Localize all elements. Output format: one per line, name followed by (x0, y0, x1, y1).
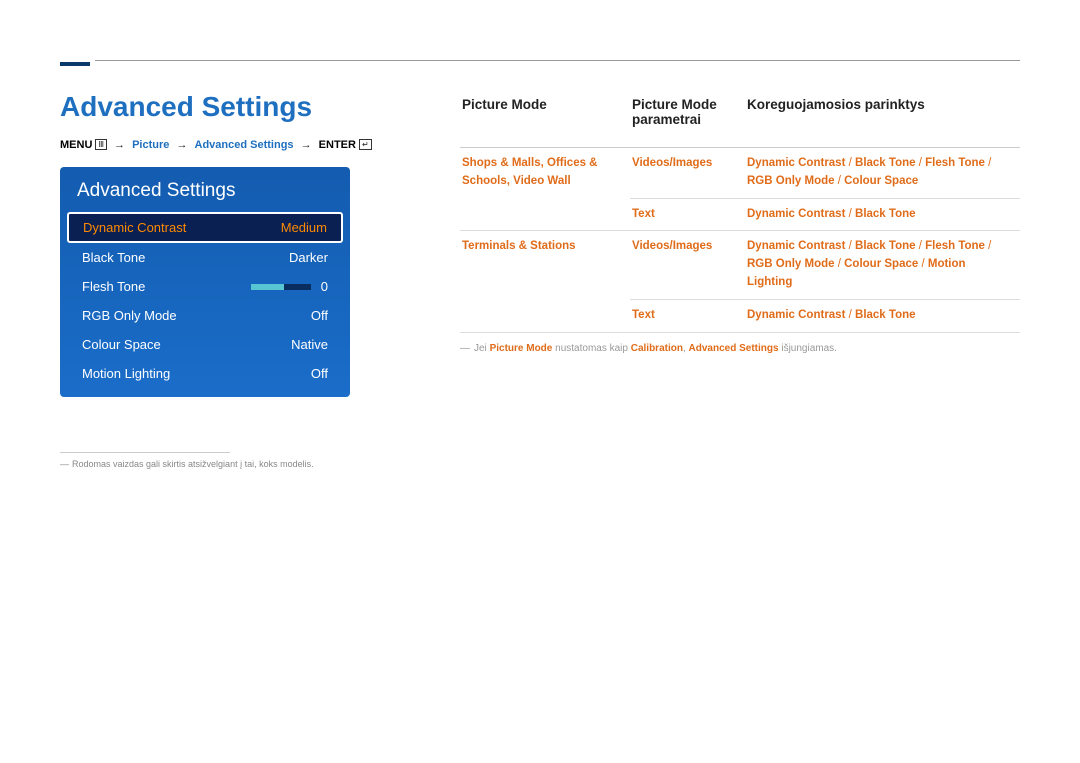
footnote-left: Rodomas vaizdas gali skirtis atsižvelgia… (60, 459, 405, 469)
opt: Black Tone (855, 208, 916, 220)
panel-title: Advanced Settings (63, 170, 347, 210)
note-text: nustatomas kaip (552, 343, 630, 354)
row-value: Darker (289, 250, 328, 265)
enter-icon: ↵ (359, 139, 372, 150)
opt: Flesh Tone (925, 157, 985, 169)
param-videos: Videos/Images (632, 240, 712, 252)
row-value: Native (291, 337, 328, 352)
arrow-icon: → (176, 139, 187, 151)
opt: Black Tone (855, 240, 916, 252)
row-label: Black Tone (82, 250, 145, 265)
opt: Colour Space (844, 175, 918, 187)
note-bold: Calibration (631, 343, 683, 354)
settings-panel: Advanced Settings Dynamic Contrast Mediu… (60, 167, 350, 397)
opt: Colour Space (844, 258, 918, 270)
row-rgb-only[interactable]: RGB Only Mode Off (66, 301, 344, 330)
row-label: RGB Only Mode (82, 308, 177, 323)
row-value: 0 (321, 279, 328, 294)
arrow-icon: → (114, 139, 125, 151)
page-title: Advanced Settings (60, 91, 405, 123)
param-text: Text (632, 208, 655, 220)
th-picture-mode: Picture Mode (460, 91, 630, 148)
param-videos: Videos/Images (632, 157, 712, 169)
options-table: Picture Mode Picture Mode parametrai Kor… (460, 91, 1020, 333)
opt: RGB Only Mode (747, 175, 835, 187)
opt: Flesh Tone (925, 240, 985, 252)
opt: Dynamic Contrast (747, 208, 845, 220)
section-marker (60, 62, 90, 66)
row-value: Off (311, 308, 328, 323)
note-bold: Advanced Settings (689, 343, 779, 354)
row-label: Flesh Tone (82, 279, 145, 294)
note-text: išjungiamas. (779, 343, 837, 354)
row-dynamic-contrast[interactable]: Dynamic Contrast Medium (67, 212, 343, 243)
opt: Dynamic Contrast (747, 157, 845, 169)
note-bold: Picture Mode (490, 343, 553, 354)
mode-shops: Shops & Malls (462, 157, 541, 169)
table-row: Shops & Malls, Offices & Schools, Video … (460, 148, 1020, 199)
row-flesh-tone[interactable]: Flesh Tone 0 (66, 272, 344, 301)
slider-track[interactable] (251, 284, 311, 290)
breadcrumb-advanced: Advanced Settings (195, 139, 294, 151)
top-divider (95, 60, 1020, 61)
note-right: Jei Picture Mode nustatomas kaip Calibra… (460, 343, 1020, 354)
opt: Dynamic Contrast (747, 309, 845, 321)
param-text: Text (632, 309, 655, 321)
mode-videowall: Video Wall (513, 175, 571, 187)
opt: Dynamic Contrast (747, 240, 845, 252)
row-colour-space[interactable]: Colour Space Native (66, 330, 344, 359)
row-label: Motion Lighting (82, 366, 170, 381)
note-text: Jei (474, 343, 490, 354)
row-black-tone[interactable]: Black Tone Darker (66, 243, 344, 272)
footnote-divider (60, 452, 230, 453)
row-value: Off (311, 366, 328, 381)
row-value: Medium (281, 220, 327, 235)
breadcrumb-picture: Picture (132, 139, 169, 151)
row-label: Dynamic Contrast (83, 220, 186, 235)
breadcrumb-menu: MENU (60, 139, 92, 151)
row-label: Colour Space (82, 337, 161, 352)
th-options: Koreguojamosios parinktys (745, 91, 1020, 148)
arrow-icon: → (301, 139, 312, 151)
breadcrumb-enter: ENTER (319, 139, 356, 151)
row-motion-lighting[interactable]: Motion Lighting Off (66, 359, 344, 388)
opt: RGB Only Mode (747, 258, 835, 270)
table-row: Terminals & Stations Videos/Images Dynam… (460, 231, 1020, 299)
opt: Black Tone (855, 309, 916, 321)
breadcrumb: MENU Ⅲ → Picture → Advanced Settings → E… (60, 139, 405, 151)
opt: Black Tone (855, 157, 916, 169)
mode-terminals: Terminals & Stations (462, 240, 576, 252)
menu-icon: Ⅲ (95, 139, 107, 150)
th-params: Picture Mode parametrai (630, 91, 745, 148)
